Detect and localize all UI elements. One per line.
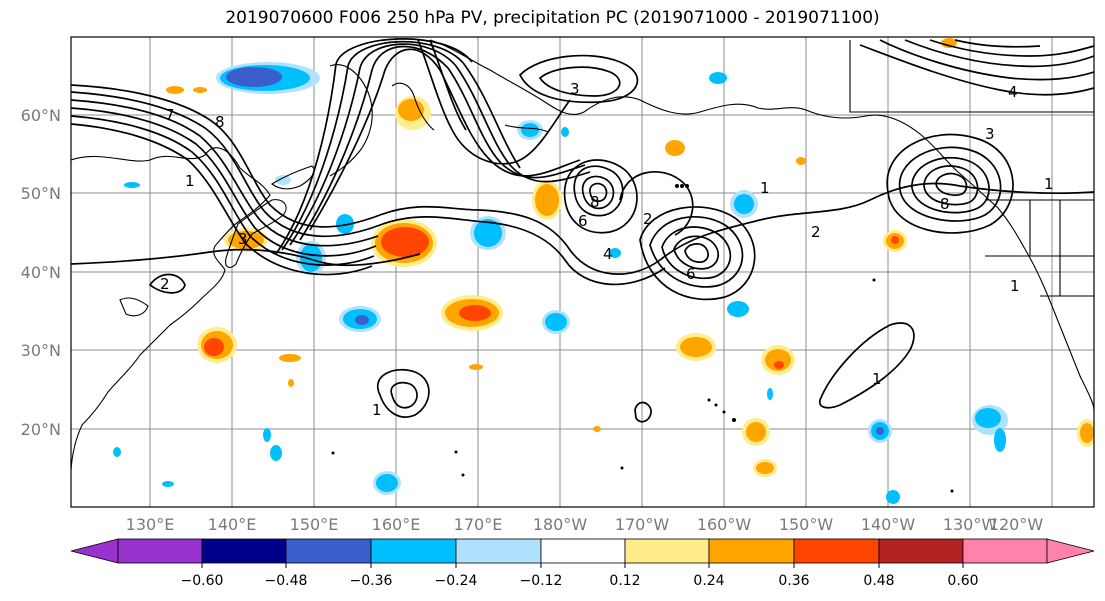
colorbar-bin-10 <box>962 538 1048 564</box>
colorbar-label-6: 0.24 <box>693 573 724 589</box>
precip-negative-shading <box>113 62 1008 504</box>
colorbar-bin-7 <box>708 538 795 564</box>
colorbar-label-4: −0.12 <box>520 573 563 589</box>
contour-label-6a: 6 <box>686 265 696 283</box>
coastlines <box>71 39 1094 471</box>
colorbar-bin-0 <box>117 538 203 564</box>
lat-label-50n: 50°N <box>21 184 61 203</box>
colorbar-label-8: 0.48 <box>863 573 894 589</box>
map-title: 2019070600 F006 250 hPa PV, precipitatio… <box>225 8 880 28</box>
colorbar-bin-9 <box>878 538 964 564</box>
latitude-labels: 60°N 50°N 40°N 30°N 20°N <box>21 106 61 439</box>
contour-label-1e: 1 <box>872 370 882 388</box>
contour-label-8c: 8 <box>940 195 950 213</box>
contour-label-2c: 2 <box>643 210 653 228</box>
contour-label-4a: 4 <box>1008 83 1018 101</box>
lat-label-60n: 60°N <box>21 106 61 125</box>
lat-label-30n: 30°N <box>21 341 61 360</box>
longitude-labels: 130°E 140°E 150°E 160°E 170°E 180°W 170°… <box>126 515 1044 534</box>
lon-label-160w: 160°W <box>697 515 752 534</box>
lon-label-170e: 170°E <box>454 515 503 534</box>
contour-label-3c: 3 <box>238 230 248 248</box>
lon-label-140w: 140°W <box>861 515 916 534</box>
lon-label-140e: 140°E <box>208 515 257 534</box>
lon-label-130w: 130°W <box>943 515 998 534</box>
contour-label-1d: 1 <box>1010 277 1020 295</box>
lon-label-130e: 130°E <box>126 515 175 534</box>
lon-label-120w: 120°W <box>989 515 1044 534</box>
contour-labels: 1 1 1 1 1 1 2 2 2 3 3 4 4 7 8 8 8 6 6 3 <box>160 80 1054 419</box>
colorbar-label-0: −0.60 <box>181 573 224 589</box>
pv-contours <box>71 38 1094 423</box>
colorbar-label-9: 0.60 <box>947 573 978 589</box>
colorbar-bin-6 <box>624 538 710 564</box>
colorbar-label-7: 0.36 <box>778 573 809 589</box>
contour-label-8b: 8 <box>590 193 600 211</box>
colorbar-label-3: −0.24 <box>435 573 478 589</box>
contour-label-2b: 2 <box>811 223 821 241</box>
precip-positive-shading <box>166 38 1094 477</box>
colorbar-bin-4 <box>455 538 542 564</box>
colorbar-bin-2 <box>285 538 372 564</box>
lat-label-20n: 20°N <box>21 420 61 439</box>
contour-label-1a: 1 <box>185 172 195 190</box>
contour-label-1f: 1 <box>372 401 382 419</box>
contour-label-1b: 1 <box>760 179 770 197</box>
contour-label-4b: 4 <box>603 245 613 263</box>
lon-label-160e: 160°E <box>372 515 421 534</box>
colorbar-tick-labels: −0.60 −0.48 −0.36 −0.24 −0.12 0.12 0.24 … <box>181 573 979 589</box>
colorbar-label-5: 0.12 <box>609 573 640 589</box>
colorbar <box>70 538 1095 564</box>
colorbar-min-extend <box>70 538 119 564</box>
contour-label-3b: 3 <box>985 125 995 143</box>
lon-label-180w: 180°W <box>533 515 588 534</box>
colorbar-bin-5 <box>540 538 626 564</box>
colorbar-ticks <box>201 563 964 568</box>
contour-label-6b: 6 <box>578 212 588 230</box>
contour-label-1c: 1 <box>1044 175 1054 193</box>
colorbar-bin-1 <box>201 538 287 564</box>
lon-label-150e: 150°E <box>290 515 339 534</box>
colorbar-max-extend <box>1046 538 1095 564</box>
lon-label-150w: 150°W <box>779 515 834 534</box>
lon-label-170w: 170°W <box>615 515 670 534</box>
contour-label-2a: 2 <box>160 275 170 293</box>
colorbar-label-1: −0.48 <box>265 573 308 589</box>
map-frame <box>70 36 1095 508</box>
contour-label-7a: 7 <box>165 106 175 124</box>
colorbar-label-2: −0.36 <box>350 573 393 589</box>
contour-label-8a: 8 <box>215 113 225 131</box>
lat-label-40n: 40°N <box>21 263 61 282</box>
colorbar-bin-3 <box>370 538 457 564</box>
colorbar-bin-8 <box>793 538 880 564</box>
contour-label-3a: 3 <box>570 80 580 98</box>
